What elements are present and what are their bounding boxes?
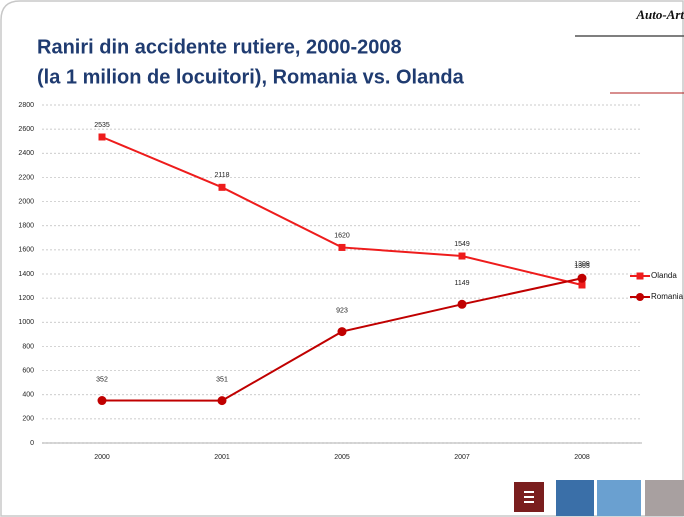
- value-label: 1365: [574, 263, 590, 270]
- y-tick-label: 1400: [18, 271, 34, 278]
- x-tick-label: 2000: [94, 454, 110, 461]
- y-tick-label: 2200: [18, 174, 34, 181]
- y-tick-label: 600: [22, 367, 34, 374]
- x-tick-label: 2007: [454, 454, 470, 461]
- thumbnail: [597, 480, 641, 516]
- y-tick-label: 800: [22, 343, 34, 350]
- point: [338, 327, 347, 336]
- value-label: 2535: [94, 122, 110, 129]
- value-label: 351: [216, 376, 228, 383]
- value-label: 2118: [214, 172, 229, 179]
- legend-swatch: [637, 273, 644, 280]
- thumbnail: [556, 480, 594, 516]
- point: [219, 184, 226, 191]
- x-tick-label: 2001: [214, 454, 230, 461]
- thumbnail-icon: [524, 491, 534, 493]
- y-tick-label: 2000: [18, 198, 34, 205]
- point: [339, 244, 346, 251]
- series-line: [102, 137, 582, 285]
- slide: Auto-Art Raniri din accidente rutiere, 2…: [0, 0, 684, 517]
- value-label: 1149: [454, 280, 469, 287]
- point: [459, 253, 466, 260]
- point: [458, 300, 467, 309]
- series-line: [102, 278, 582, 400]
- legend-label: Olanda: [651, 271, 677, 280]
- y-tick-label: 2400: [18, 150, 34, 157]
- thumbnail-icon: [524, 496, 534, 498]
- legend-swatch: [636, 293, 644, 301]
- legend-label: Romania: [651, 292, 684, 301]
- y-tick-label: 1800: [18, 223, 34, 230]
- value-label: 1620: [334, 232, 350, 239]
- y-tick-label: 2800: [18, 102, 34, 109]
- thumbnails: [514, 480, 684, 516]
- y-tick-label: 1000: [18, 319, 34, 326]
- chart-title: Raniri din accidente rutiere, 2000-2008: [37, 36, 402, 58]
- y-tick-label: 1600: [18, 247, 34, 254]
- x-tick-label: 2008: [574, 454, 590, 461]
- logo: Auto-Art: [635, 7, 684, 22]
- y-tick-label: 1200: [18, 295, 34, 302]
- thumbnail-icon: [524, 501, 534, 503]
- y-tick-label: 400: [22, 392, 34, 399]
- x-tick-label: 2005: [334, 454, 350, 461]
- thumbnail: [645, 480, 684, 516]
- value-label: 923: [336, 307, 348, 314]
- y-tick-label: 200: [22, 416, 34, 423]
- y-tick-label: 2600: [18, 126, 34, 133]
- y-tick-label: 0: [30, 440, 34, 447]
- value-label: 1549: [454, 241, 470, 248]
- chart-title: (la 1 milion de locuitori), Romania vs. …: [37, 66, 465, 88]
- point: [98, 396, 107, 405]
- point: [99, 133, 106, 140]
- point: [578, 274, 587, 283]
- point: [218, 396, 227, 405]
- value-label: 352: [96, 376, 108, 383]
